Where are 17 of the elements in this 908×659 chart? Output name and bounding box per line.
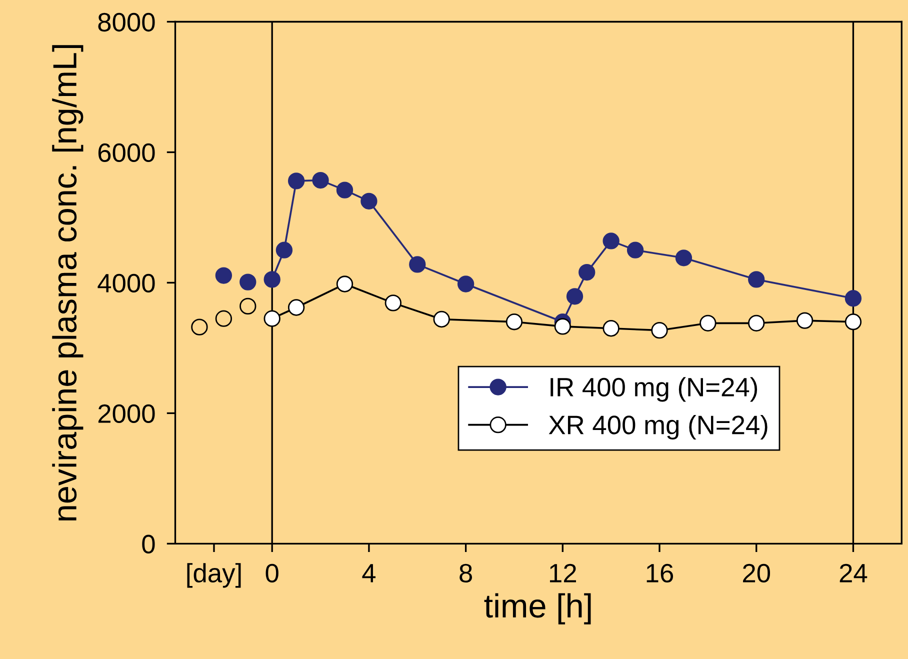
x-tick-label: 16 — [646, 564, 674, 583]
x-tick-label: [day] — [187, 563, 241, 588]
y-axis-title: nevirapine plasma conc. [ng/mL] — [52, 45, 84, 520]
legend-label: IR 400 mg (N=24) — [550, 377, 758, 402]
legend-label: XR 400 mg (N=24) — [548, 414, 768, 440]
x-tick-label: 24 — [840, 564, 868, 582]
x-axis-title: time [h] — [484, 593, 591, 624]
x-tick-label: 20 — [743, 564, 770, 583]
y-tick-label: 4000 — [98, 274, 155, 293]
x-tick-label: 8 — [460, 564, 472, 583]
x-tick-label: 0 — [266, 564, 278, 583]
x-tick-label: 12 — [550, 564, 576, 582]
y-tick-label: 8000 — [98, 12, 155, 32]
y-tick-label: 2000 — [98, 404, 155, 424]
y-tick-label: 6000 — [98, 143, 155, 162]
y-tick-label: 0 — [142, 534, 155, 554]
x-tick-label: 4 — [362, 564, 376, 582]
